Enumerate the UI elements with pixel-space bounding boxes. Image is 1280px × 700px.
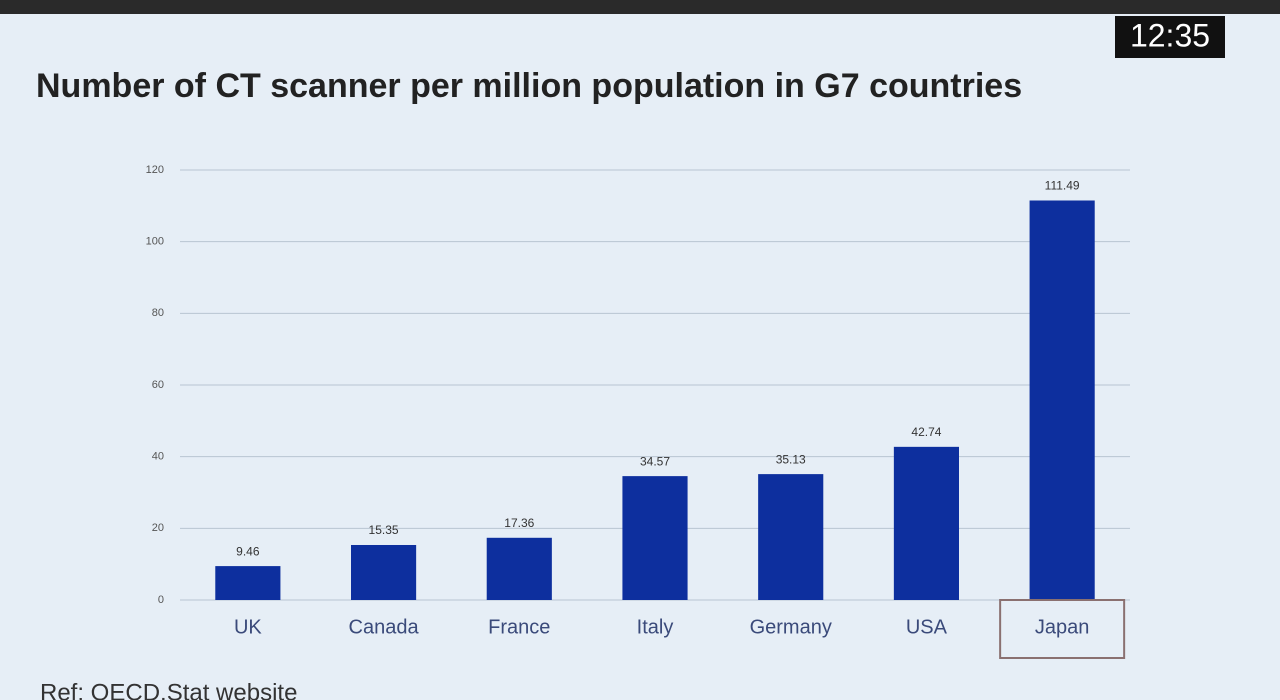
timestamp: 12:35 — [1130, 17, 1210, 53]
y-tick-label: 20 — [152, 522, 164, 534]
bar — [351, 544, 417, 600]
value-label: 42.74 — [911, 425, 941, 439]
y-tick-label: 40 — [152, 451, 164, 463]
bar — [486, 537, 552, 600]
value-label: 9.46 — [236, 544, 260, 558]
x-tick-label: Japan — [1035, 616, 1090, 638]
bar — [893, 446, 959, 600]
y-tick-label: 100 — [146, 236, 164, 248]
x-tick-label: France — [488, 616, 550, 638]
x-tick-label: UK — [234, 616, 262, 638]
y-tick-label: 0 — [158, 594, 164, 606]
bar — [215, 566, 281, 600]
value-label: 17.36 — [504, 516, 534, 530]
value-label: 111.49 — [1045, 179, 1080, 193]
highlight-box — [999, 599, 1126, 659]
bar — [1029, 200, 1095, 600]
screen-edge — [0, 0, 1280, 14]
timestamp-box — [1115, 16, 1225, 58]
bar — [758, 474, 824, 600]
value-label: 34.57 — [640, 454, 670, 468]
value-label: 15.35 — [369, 523, 399, 537]
value-label: 35.13 — [776, 452, 806, 466]
chart-title: Number of CT scanner per million populat… — [36, 67, 1022, 105]
y-tick-label: 60 — [152, 379, 164, 391]
bar — [622, 476, 688, 600]
x-tick-label: USA — [906, 616, 948, 638]
source-note: Ref: OECD.Stat website — [40, 679, 297, 700]
x-tick-label: Canada — [349, 616, 420, 638]
y-tick-label: 80 — [152, 307, 164, 319]
y-tick-label: 120 — [146, 164, 164, 176]
x-tick-label: Germany — [750, 616, 832, 638]
x-tick-label: Italy — [637, 616, 674, 638]
